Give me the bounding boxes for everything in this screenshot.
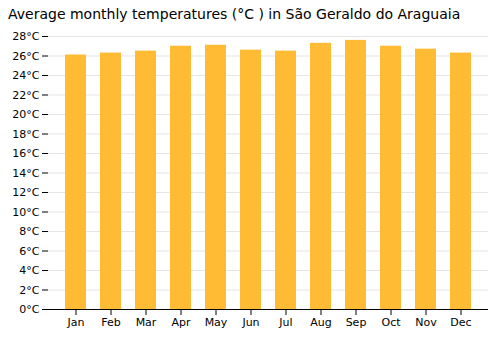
svg-text:26°C: 26°C xyxy=(12,50,39,63)
svg-text:Feb: Feb xyxy=(101,316,120,329)
svg-text:Jul: Jul xyxy=(278,316,292,329)
svg-text:Aug: Aug xyxy=(310,316,331,329)
svg-text:Nov: Nov xyxy=(415,316,437,329)
svg-text:18°C: 18°C xyxy=(12,128,39,141)
svg-text:4°C: 4°C xyxy=(19,264,39,277)
html-text:Average monthly temperatures (: Average monthly temperatures (°C ) in Sã… xyxy=(8,6,461,22)
svg-text:20°C: 20°C xyxy=(12,108,39,121)
svg-text:8°C: 8°C xyxy=(19,225,39,238)
svg-text:0°C: 0°C xyxy=(19,303,39,316)
svg-text:12°C: 12°C xyxy=(12,186,39,199)
svg-text:16°C: 16°C xyxy=(12,147,39,160)
svg-text:2°C: 2°C xyxy=(19,284,39,297)
svg-text:6°C: 6°C xyxy=(19,245,39,258)
svg-text:Dec: Dec xyxy=(450,316,471,329)
svg-text:28°C: 28°C xyxy=(12,30,39,43)
svg-text:22°C: 22°C xyxy=(12,89,39,102)
svg-text:Mar: Mar xyxy=(136,316,157,329)
svg-text:24°C: 24°C xyxy=(12,69,39,82)
svg-text:Sep: Sep xyxy=(346,316,367,329)
svg-text:Jun: Jun xyxy=(241,316,259,329)
svg-text:Jan: Jan xyxy=(67,316,85,329)
svg-text:Oct: Oct xyxy=(381,316,401,329)
svg-text:May: May xyxy=(205,316,228,329)
svg-text:10°C: 10°C xyxy=(12,206,39,219)
svg-text:Apr: Apr xyxy=(171,316,191,329)
svg-text:14°C: 14°C xyxy=(12,167,39,180)
